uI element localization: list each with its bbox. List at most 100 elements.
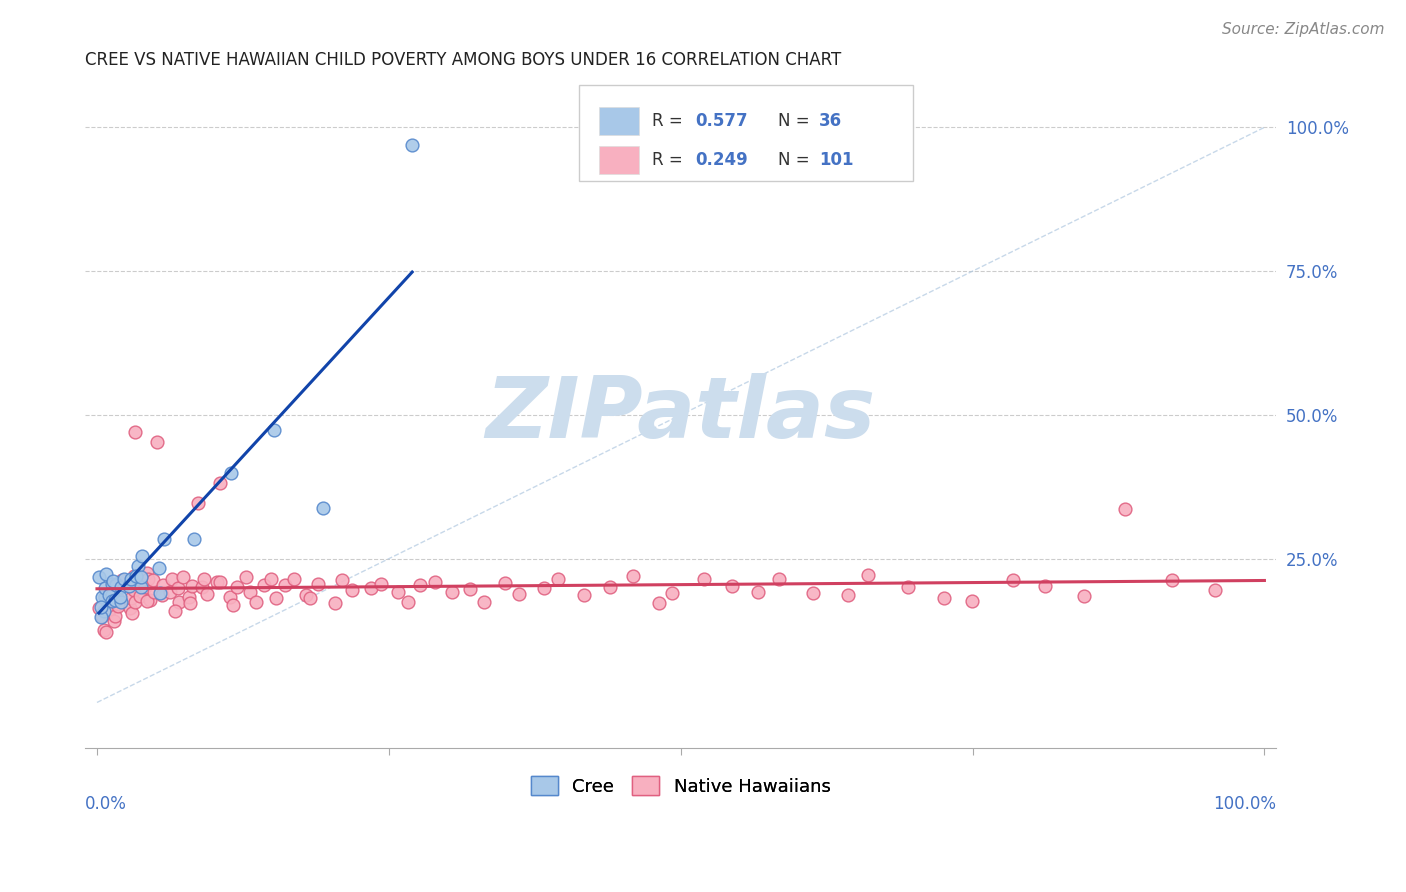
Point: [136, 572, 159, 586]
Point: [599, 580, 621, 594]
Point: [107, 599, 129, 613]
Point: [693, 572, 716, 586]
Legend: Cree, Native Hawaiians: Cree, Native Hawaiians: [523, 769, 838, 803]
Point: [621, 569, 644, 583]
Point: [387, 585, 409, 599]
Point: [274, 577, 297, 591]
Point: [96, 567, 118, 582]
Point: [100, 594, 122, 608]
Point: [143, 584, 166, 599]
Point: [193, 573, 215, 587]
Point: [294, 588, 316, 602]
Text: CREE VS NATIVE HAWAIIAN CHILD POVERTY AMONG BOYS UNDER 16 CORRELATION CHART: CREE VS NATIVE HAWAIIAN CHILD POVERTY AM…: [86, 51, 842, 69]
Point: [574, 588, 596, 602]
Point: [153, 532, 176, 546]
Point: [205, 575, 228, 590]
Point: [494, 575, 516, 590]
Point: [179, 590, 201, 604]
Point: [107, 597, 129, 611]
Point: [148, 561, 170, 575]
Point: [219, 467, 242, 481]
Point: [360, 581, 382, 595]
Point: [120, 572, 142, 586]
Point: [187, 496, 209, 510]
Point: [110, 573, 132, 587]
Point: [93, 604, 115, 618]
Point: [91, 609, 114, 624]
Point: [441, 585, 464, 599]
Text: 101: 101: [818, 151, 853, 169]
Point: [245, 595, 267, 609]
Point: [135, 594, 157, 608]
Point: [118, 601, 141, 615]
Point: [108, 590, 131, 604]
Point: [118, 579, 141, 593]
Point: [87, 600, 110, 615]
Point: [121, 606, 143, 620]
Point: [1002, 574, 1025, 588]
Point: [370, 577, 392, 591]
Text: 0.249: 0.249: [695, 151, 748, 169]
Point: [179, 597, 201, 611]
Point: [131, 549, 153, 563]
Point: [747, 585, 769, 599]
Point: [124, 595, 146, 609]
Text: 100.0%: 100.0%: [1213, 795, 1277, 814]
Point: [260, 572, 283, 586]
Point: [142, 573, 165, 587]
Point: [110, 594, 132, 608]
Point: [312, 501, 335, 516]
Point: [127, 558, 149, 573]
Point: [239, 585, 262, 599]
Point: [195, 587, 218, 601]
Point: [150, 588, 173, 602]
Point: [962, 594, 984, 608]
Point: [547, 573, 569, 587]
Point: [149, 586, 172, 600]
Point: [172, 570, 194, 584]
Point: [768, 573, 790, 587]
Point: [299, 591, 322, 606]
Point: [131, 580, 153, 594]
Point: [97, 588, 120, 602]
Point: [396, 595, 419, 609]
Point: [135, 566, 157, 581]
Point: [263, 423, 285, 437]
Point: [125, 568, 148, 582]
Point: [96, 624, 118, 639]
Point: [120, 591, 142, 606]
Point: [423, 575, 446, 590]
Point: [225, 581, 247, 595]
Point: [90, 590, 112, 604]
Point: [87, 570, 110, 584]
Point: [124, 568, 146, 582]
Text: N =: N =: [779, 151, 815, 169]
Point: [183, 532, 205, 546]
Point: [96, 595, 118, 609]
Text: Source: ZipAtlas.com: Source: ZipAtlas.com: [1222, 22, 1385, 37]
Point: [104, 608, 127, 623]
Point: [105, 576, 128, 591]
Point: [533, 581, 555, 595]
Point: [121, 580, 143, 594]
Point: [94, 591, 117, 605]
Text: N =: N =: [779, 112, 815, 130]
Point: [97, 604, 120, 618]
Point: [856, 567, 879, 582]
Point: [121, 573, 143, 587]
Point: [101, 574, 124, 588]
Point: [94, 590, 117, 604]
Point: [167, 595, 190, 609]
Point: [159, 584, 181, 599]
Point: [131, 570, 153, 584]
Point: [134, 580, 156, 594]
Point: [401, 137, 423, 152]
Point: [112, 572, 135, 586]
Point: [145, 434, 167, 449]
Point: [253, 578, 276, 592]
Point: [163, 604, 186, 618]
Point: [191, 580, 214, 594]
Point: [166, 582, 188, 596]
Point: [307, 577, 329, 591]
Text: ZIPatlas: ZIPatlas: [485, 374, 876, 457]
